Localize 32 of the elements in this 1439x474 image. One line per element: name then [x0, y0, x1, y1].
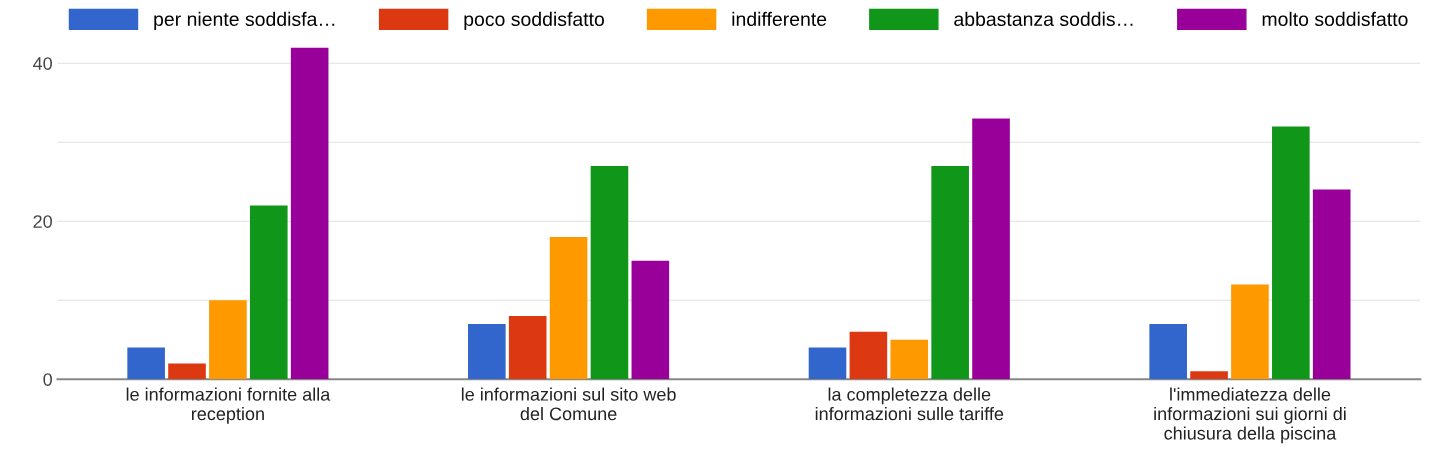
bar — [1190, 371, 1228, 380]
legend-label: molto soddisfatto — [1262, 11, 1408, 27]
x-tick-label: le informazioni fornite alla reception — [126, 387, 331, 424]
bar — [808, 347, 847, 380]
y-tick-label: 40 — [33, 57, 52, 70]
bar — [508, 316, 547, 380]
bar — [972, 118, 1010, 380]
legend-label: per niente soddisfa… — [154, 11, 335, 30]
bar — [931, 165, 969, 380]
y-tick-label: 0 — [43, 373, 52, 386]
x-tick-label: la completezza delle informazioni sulle tariffe — [815, 387, 1004, 421]
bar — [468, 323, 506, 380]
bar — [127, 347, 165, 380]
legend-label: poco soddisfatto — [464, 11, 604, 30]
bar — [1231, 284, 1269, 380]
x-tick-label: le informazioni sul sito web del Comune — [461, 387, 676, 421]
bar — [1312, 189, 1351, 380]
bar — [890, 339, 929, 380]
y-tick-label: 20 — [33, 215, 52, 228]
bar — [249, 205, 288, 380]
bar — [168, 363, 206, 380]
bar — [549, 237, 588, 380]
x-tick-label: l'immediatezza delle informazioni sui giorni di chiusura della piscina — [1154, 387, 1346, 444]
legend-label: abbastanza soddis… — [954, 11, 1133, 27]
bar — [209, 300, 247, 380]
bar — [1272, 126, 1310, 380]
legend-label: indifferente — [732, 11, 827, 27]
bar — [849, 331, 888, 380]
bar — [1149, 323, 1187, 380]
bar — [590, 165, 629, 380]
bar — [290, 47, 329, 380]
bar — [631, 260, 670, 380]
